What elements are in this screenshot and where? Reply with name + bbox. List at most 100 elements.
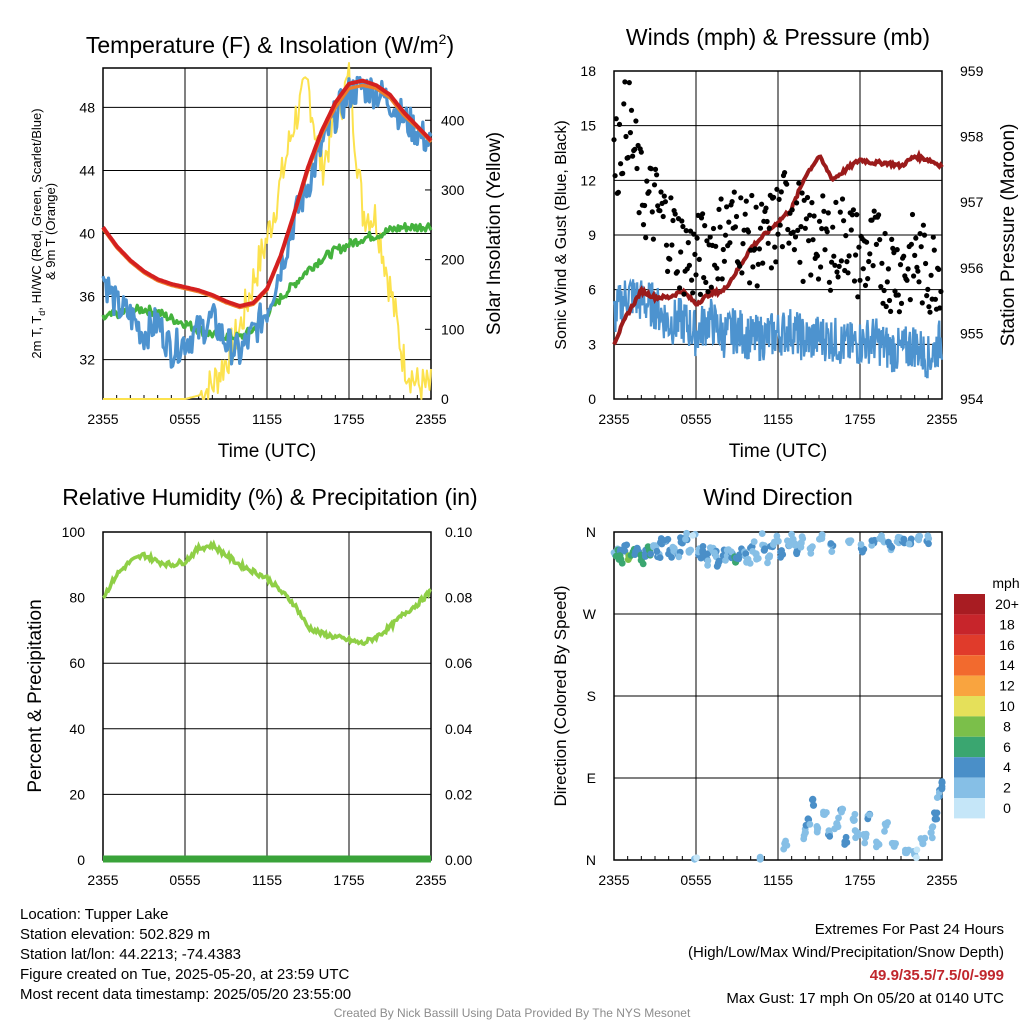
created-text: Figure created on Tue, 2025-05-20, at 23… [20,966,350,983]
direction-point [933,794,941,801]
gust-point [927,309,933,315]
gust-point [785,226,791,233]
direction-point [778,547,785,554]
colorbar-label: 0 [1003,800,1011,816]
gust-point [683,228,689,234]
x-tick-label: 0555 [169,411,200,427]
gust-point [838,258,845,264]
gust-point [873,241,880,247]
direction-point [857,541,865,548]
gust-point [703,279,709,285]
gust-point [747,280,753,286]
gust-point [920,222,927,228]
y-tick-label: 80 [69,590,85,606]
gust-point [896,309,903,315]
direction-point [938,785,946,793]
extremes-values: 49.9/35.5/7.5/0/-999 [869,967,1004,984]
gust-point [924,293,930,299]
gust-point [932,296,939,302]
direction-point [639,560,647,568]
gust-point [885,266,892,272]
gust-point [882,230,888,237]
gust-point [660,213,666,220]
y-tick-label: 9 [588,227,596,243]
gust-point [740,241,746,247]
y2-tick-label: 959 [960,63,984,79]
gust-point [763,205,769,211]
gust-point [851,278,858,284]
gust-point [923,260,929,267]
chart-title: Winds (mph) & Pressure (mb) [626,24,930,50]
colorbar-label: 10 [999,698,1015,714]
direction-point [685,547,693,555]
x-tick-label: 1755 [844,872,875,888]
y-tick-label: 12 [580,172,596,188]
direction-point [704,550,712,557]
gust-point [722,232,729,238]
gust-point [916,279,922,285]
gust-point [644,178,650,184]
gust-point [867,251,873,257]
colorbar-label: 14 [999,657,1015,673]
gust-point [779,244,786,250]
direction-point [933,809,941,817]
gust-point [634,165,640,172]
x-tick-label: 1155 [763,872,793,888]
y2-tick-label: 0.04 [445,721,472,737]
y2-axis-label: Solar Insolation (Yellow) [484,132,505,335]
direction-point [756,853,764,861]
gust-point [692,251,698,257]
y-axis-label-line2: & 9m T (Orange) [43,183,58,280]
gust-point [889,236,895,242]
direction-point [861,839,869,847]
direction-point [616,552,624,559]
rh-line [102,539,432,647]
colorbar-label: 16 [999,637,1015,653]
gust-point [620,170,626,176]
y-tick-label: 60 [69,655,85,671]
gust-point [636,210,642,216]
gust-point [623,133,629,140]
direction-point [682,535,689,543]
gust-point [926,304,932,310]
gust-point [835,274,841,280]
direction-point [693,854,701,862]
direction-point [704,561,711,569]
x-tick-label: 2355 [87,872,118,888]
y2-tick-label: 954 [960,391,984,407]
gust-point [897,262,904,268]
gust-point [662,199,669,205]
gust-point [768,265,775,271]
direction-point [809,543,816,550]
gust-point [772,244,778,250]
gust-point [917,231,923,237]
y2-tick-label: 0.06 [445,655,472,671]
gust-point [855,294,861,300]
gust-point [856,244,862,250]
gust-point [632,146,638,152]
gust-point [710,225,717,232]
gust-point [822,247,828,253]
gust-point [925,286,931,292]
gust-point [908,241,915,247]
y-tick-label: N [586,852,596,868]
y-axis-label: Percent & Precipitation [25,599,46,792]
direction-point [793,550,801,558]
gust-point [803,216,810,222]
direction-point [711,549,718,557]
gust-point [824,229,830,235]
gust-point [864,239,870,245]
direction-point [888,544,896,551]
y2-tick-label: 400 [441,112,465,128]
gust-point [888,308,894,314]
gust-point [646,189,652,195]
x-tick-label: 1155 [252,411,282,427]
gust-point [809,200,815,206]
direction-point [918,837,926,845]
gust-point [690,290,696,296]
direction-point [750,538,758,546]
x-tick-label: 2355 [926,872,957,888]
gust-point [837,209,843,215]
gust-point [800,278,806,284]
gust-point [818,264,824,270]
